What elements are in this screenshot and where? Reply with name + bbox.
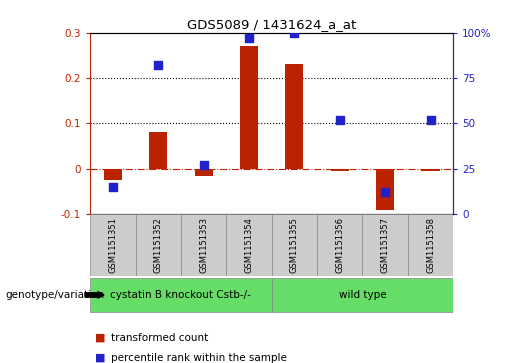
Text: GSM1151354: GSM1151354 (245, 217, 253, 273)
Bar (195, 169, 213, 176)
Text: ■: ■ (95, 352, 106, 363)
Bar (104, 169, 122, 180)
Point (426, 117, 435, 123)
Text: GSM1151356: GSM1151356 (335, 217, 344, 273)
Bar (181, 214, 226, 276)
Bar (135, 214, 181, 276)
Text: cystatin B knockout Cstb-/-: cystatin B knockout Cstb-/- (110, 290, 251, 300)
Text: GSM1151358: GSM1151358 (426, 217, 435, 273)
Point (109, 184, 117, 190)
Bar (285, 65, 303, 169)
Bar (272, 278, 453, 312)
Text: percentile rank within the sample: percentile rank within the sample (111, 352, 287, 363)
Bar (363, 214, 408, 276)
Point (381, 189, 389, 195)
Point (290, 30, 299, 36)
Bar (272, 214, 317, 276)
Bar (226, 214, 272, 276)
Title: GDS5089 / 1431624_a_at: GDS5089 / 1431624_a_at (187, 19, 356, 32)
Text: ■: ■ (95, 333, 106, 343)
Bar (317, 214, 363, 276)
Bar (240, 46, 258, 169)
Point (245, 35, 253, 41)
Text: GSM1151357: GSM1151357 (381, 217, 390, 273)
Bar (149, 132, 167, 169)
Text: GSM1151352: GSM1151352 (153, 217, 163, 273)
Bar (90, 278, 272, 312)
Bar (376, 169, 394, 210)
Text: transformed count: transformed count (111, 333, 208, 343)
Text: GSM1151351: GSM1151351 (108, 217, 117, 273)
Bar (90, 214, 135, 276)
Text: wild type: wild type (339, 290, 386, 300)
Text: genotype/variation: genotype/variation (5, 290, 104, 300)
Point (336, 117, 344, 123)
Bar (408, 214, 453, 276)
Text: GSM1151355: GSM1151355 (290, 217, 299, 273)
Point (154, 62, 162, 68)
Bar (331, 169, 349, 171)
Point (199, 162, 208, 168)
Text: GSM1151353: GSM1151353 (199, 217, 208, 273)
Bar (421, 169, 440, 171)
